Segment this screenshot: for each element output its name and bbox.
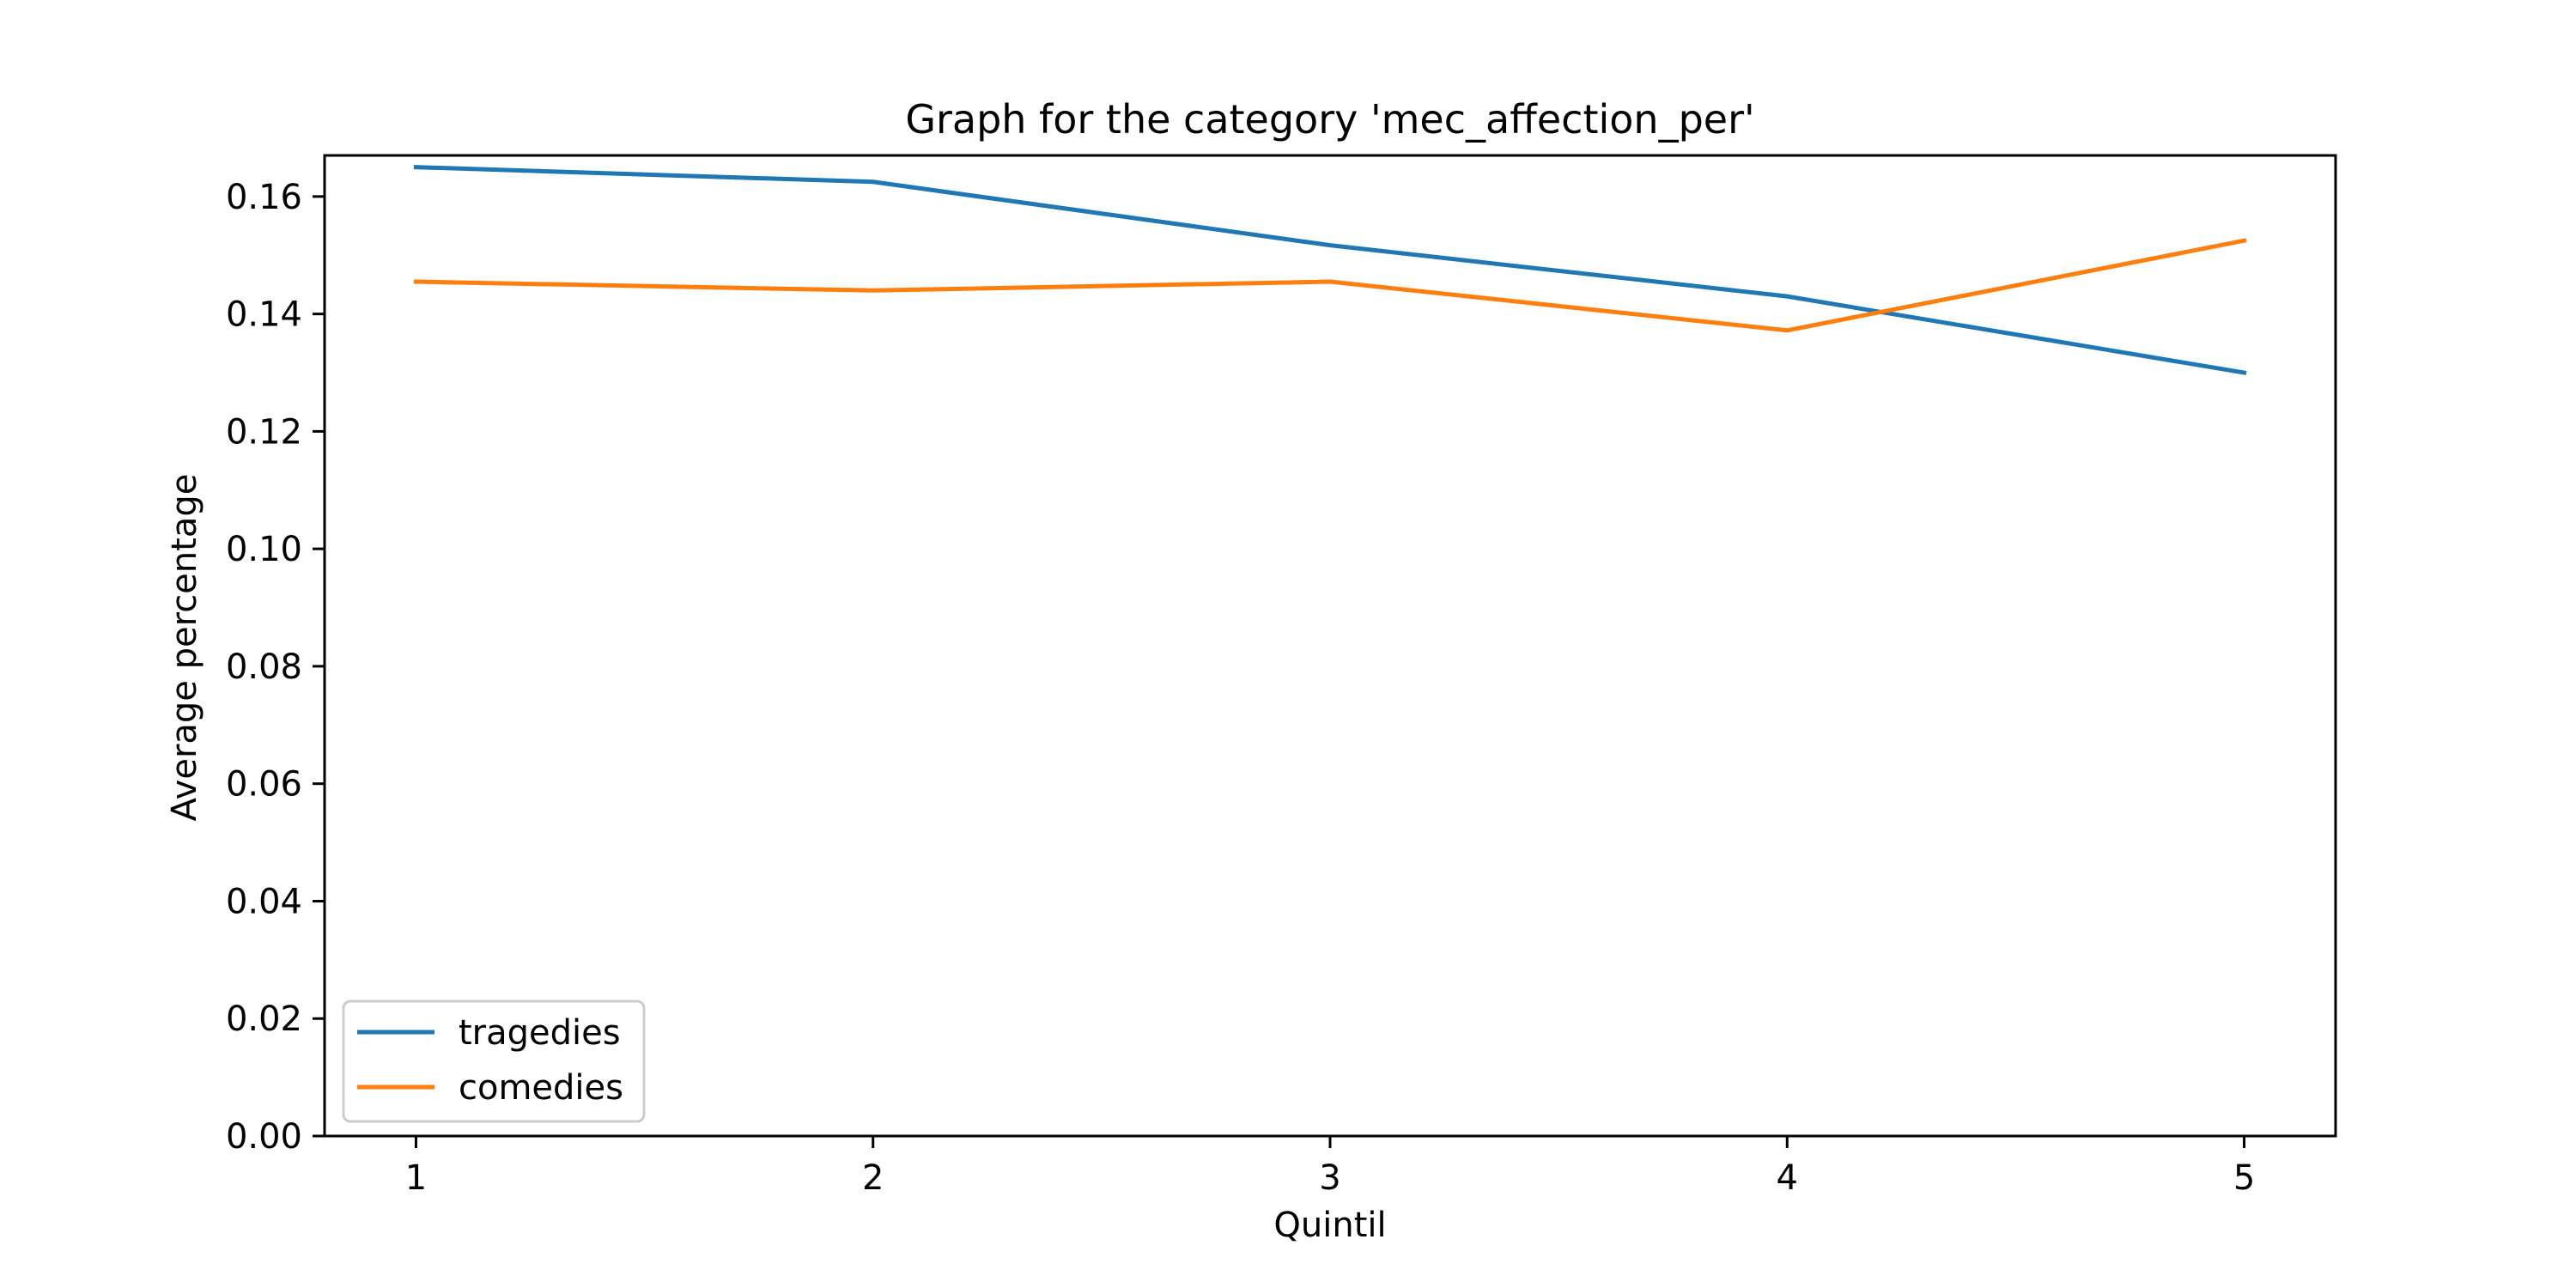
- y-axis-label: Average percentage: [165, 474, 204, 822]
- y-tick-label: 0.14: [226, 295, 302, 335]
- chart-title: Graph for the category 'mec_affection_pe…: [905, 96, 1754, 143]
- y-tick-label: 0.10: [226, 530, 302, 569]
- axes: 1 2 3 4 5 0.00 0.02 0.04 0.06 0.08 0.10 0.12 0.14 0.1…: [226, 154, 2337, 1198]
- y-tick-label: 0.08: [226, 647, 302, 687]
- y-tick-label: 0.06: [226, 765, 302, 805]
- legend-label-comedies: comedies: [459, 1068, 623, 1108]
- x-tick-label: 3: [1319, 1158, 1340, 1198]
- x-tick-label: 1: [405, 1158, 427, 1198]
- legend: tragedies comedies: [342, 999, 646, 1123]
- legend-label-tragedies: tragedies: [459, 1013, 621, 1053]
- x-tick-label: 2: [862, 1158, 884, 1198]
- x-tick-label: 5: [2233, 1158, 2255, 1198]
- series-line-tragedies: [413, 165, 2247, 375]
- y-tick-label: 0.02: [226, 999, 302, 1039]
- x-axis-label: Quintil: [1273, 1206, 1386, 1245]
- y-tick-label: 0.04: [226, 882, 302, 921]
- x-tick-label: 4: [1777, 1158, 1798, 1198]
- y-tick-label: 0.16: [226, 178, 302, 217]
- series-line-comedies: [413, 238, 2247, 333]
- plot-area: [413, 165, 2247, 375]
- y-tick-label: 0.12: [226, 412, 302, 452]
- y-tick-label: 0.00: [226, 1117, 302, 1157]
